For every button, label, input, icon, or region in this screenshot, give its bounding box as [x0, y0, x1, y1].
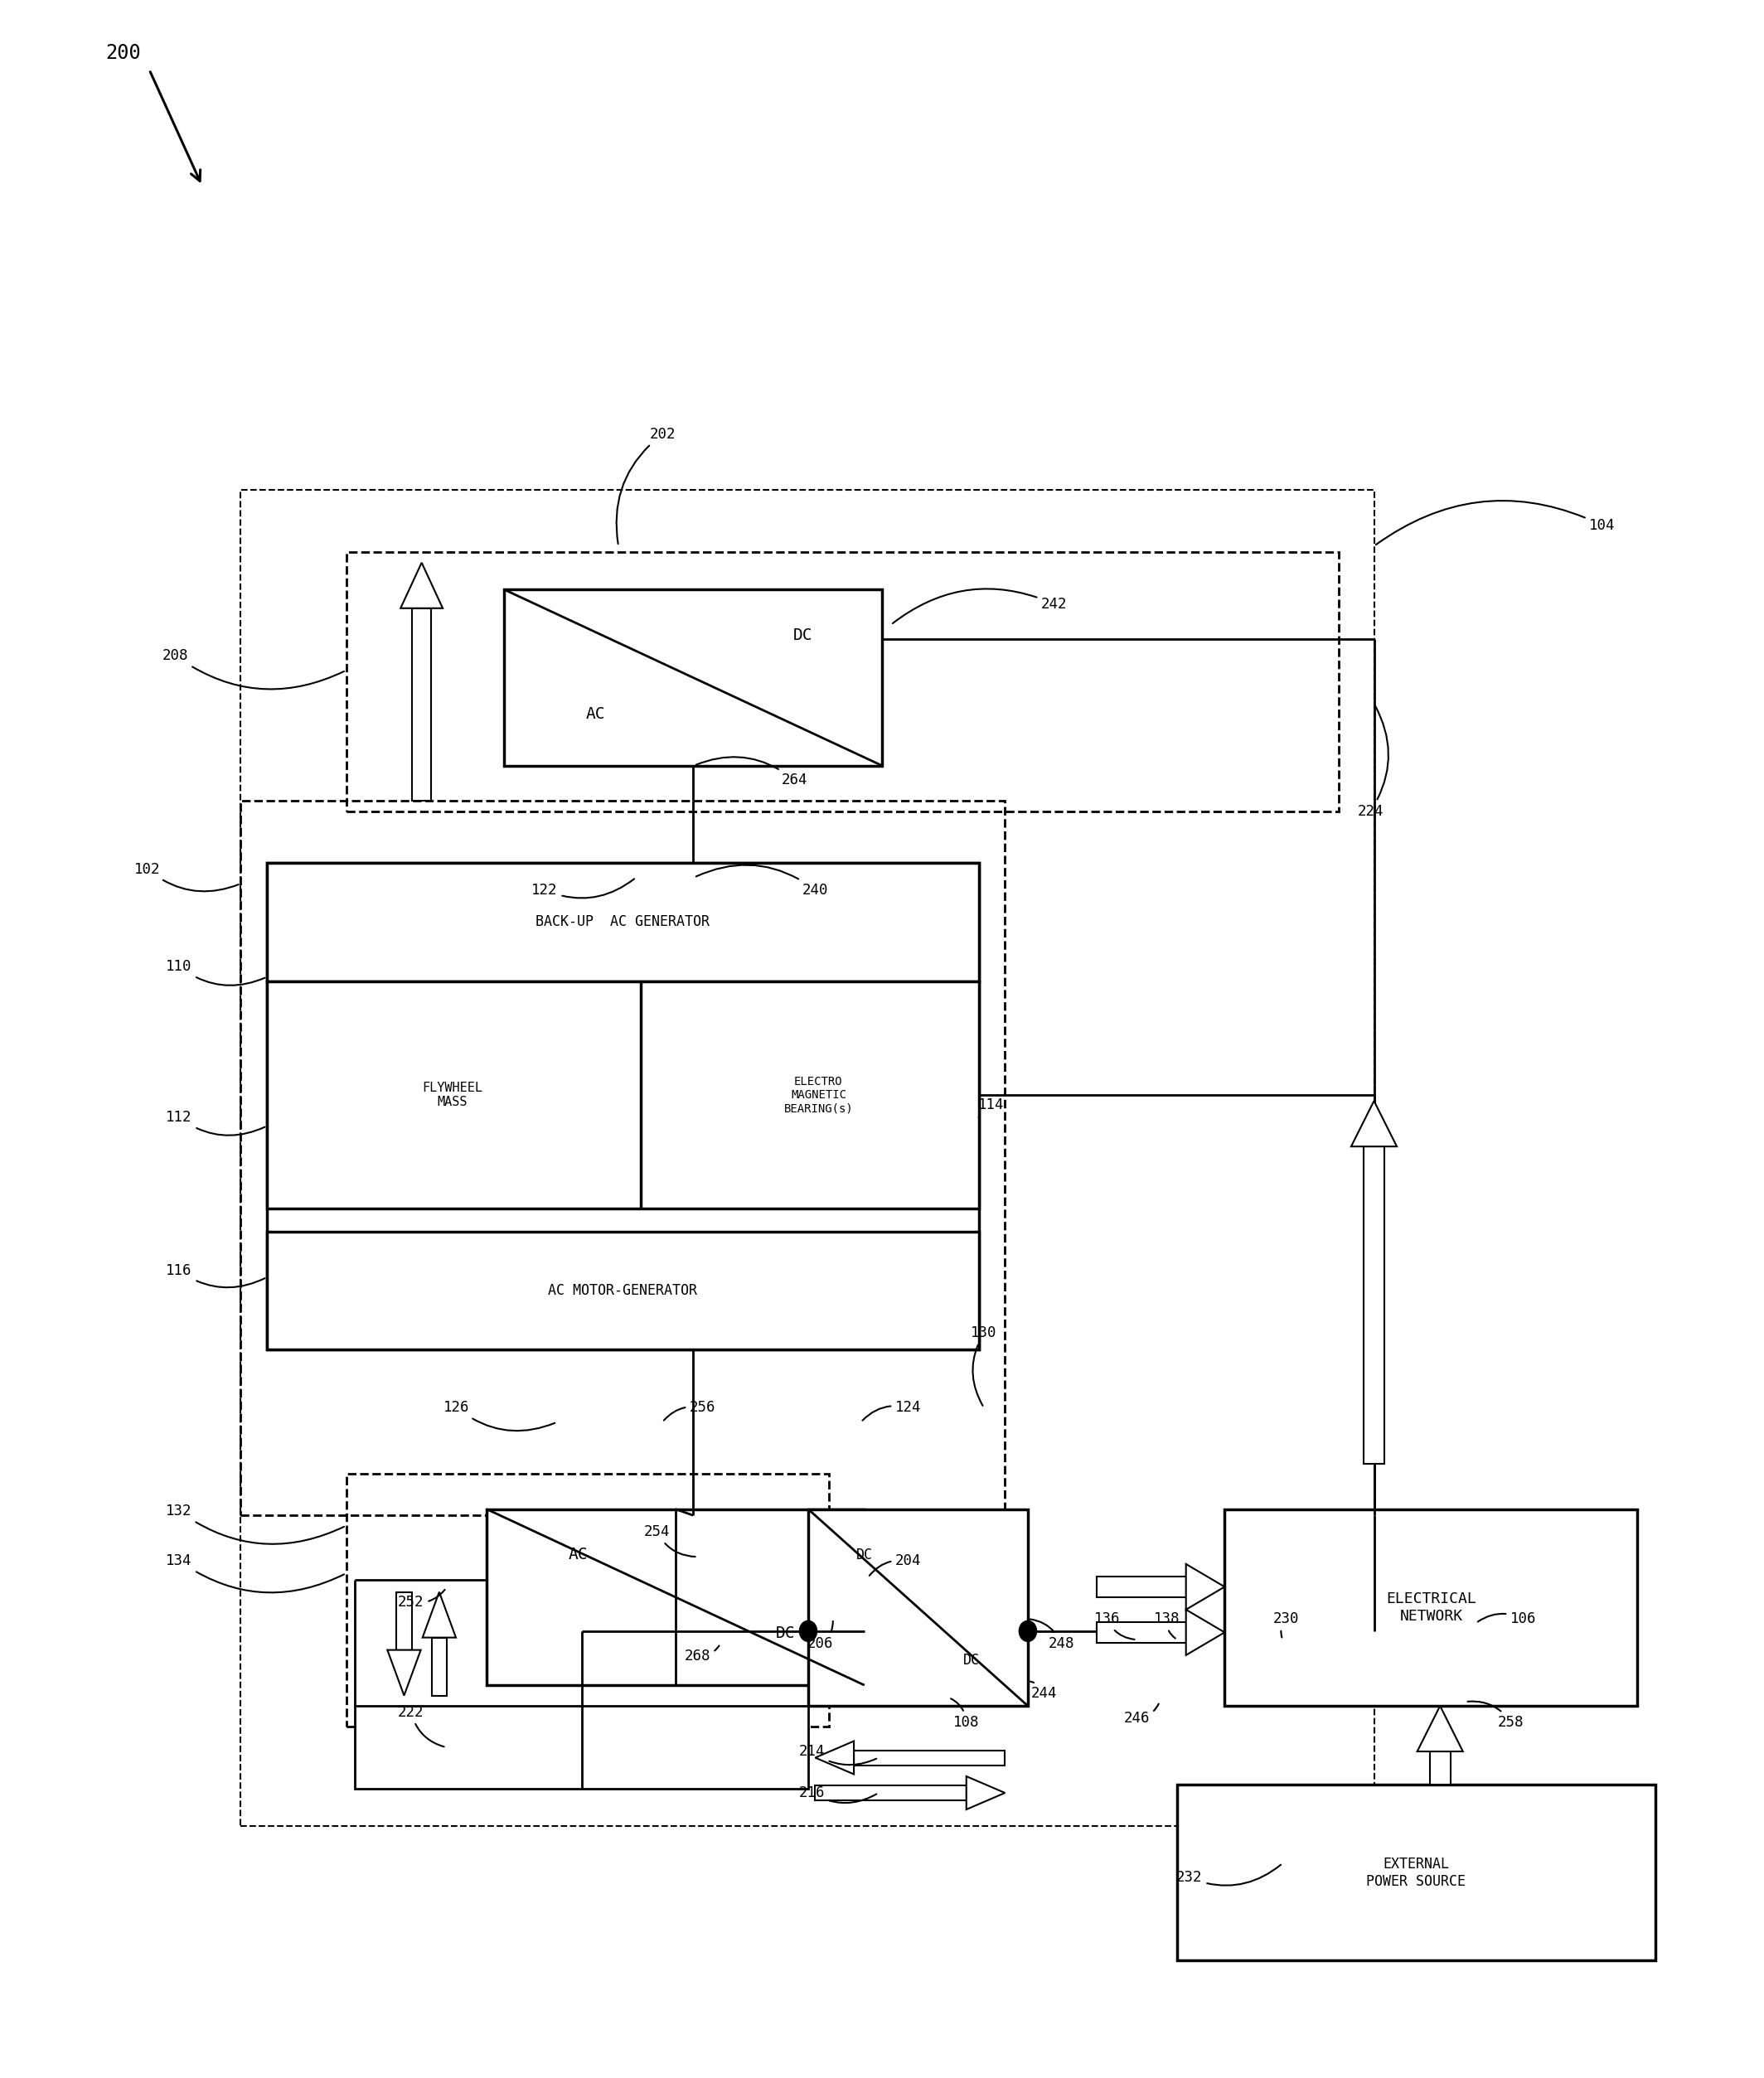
Bar — [355, 1706, 808, 1789]
Polygon shape — [400, 563, 443, 609]
Text: 254: 254 — [644, 1525, 695, 1556]
Text: 258: 258 — [1468, 1702, 1524, 1729]
Text: 216: 216 — [799, 1785, 877, 1804]
Text: DC: DC — [794, 628, 813, 642]
Bar — [854, 1750, 1005, 1764]
Polygon shape — [1185, 1610, 1224, 1656]
Text: DC: DC — [856, 1548, 873, 1563]
Text: 222: 222 — [399, 1704, 445, 1748]
Polygon shape — [815, 1741, 854, 1775]
Circle shape — [799, 1621, 817, 1642]
Text: 230: 230 — [1274, 1610, 1300, 1637]
Polygon shape — [388, 1650, 422, 1696]
Bar — [505, 590, 882, 765]
Text: FLYWHEEL
MASS: FLYWHEEL MASS — [422, 1081, 482, 1108]
Bar — [240, 800, 1005, 1515]
Bar — [266, 862, 979, 981]
Bar — [266, 1232, 979, 1351]
Text: 246: 246 — [1124, 1704, 1159, 1725]
Bar — [266, 862, 979, 1351]
Text: 108: 108 — [951, 1698, 979, 1729]
Text: 232: 232 — [1177, 1864, 1281, 1885]
Text: 244: 244 — [1030, 1681, 1057, 1702]
Text: ELECTRO
MAGNETIC
BEARING(s): ELECTRO MAGNETIC BEARING(s) — [783, 1076, 854, 1114]
Text: 264: 264 — [697, 756, 808, 788]
Bar — [1431, 1752, 1450, 1785]
Text: 200: 200 — [106, 44, 141, 62]
Bar — [1364, 1147, 1385, 1463]
Text: 104: 104 — [1376, 501, 1616, 544]
Text: EXTERNAL
POWER SOURCE: EXTERNAL POWER SOURCE — [1367, 1856, 1466, 1889]
Text: 126: 126 — [445, 1401, 556, 1432]
Text: 224: 224 — [1358, 707, 1388, 819]
Text: 110: 110 — [166, 960, 265, 985]
Text: 252: 252 — [399, 1590, 445, 1610]
Bar — [1224, 1509, 1637, 1706]
Text: 102: 102 — [134, 862, 238, 891]
Text: 106: 106 — [1478, 1610, 1536, 1627]
Bar — [1177, 1785, 1655, 1962]
Text: ELECTRICAL
NETWORK: ELECTRICAL NETWORK — [1387, 1592, 1476, 1623]
Text: DC: DC — [776, 1625, 796, 1642]
Bar — [1097, 1623, 1185, 1642]
Text: 208: 208 — [162, 648, 344, 690]
Text: 256: 256 — [663, 1401, 716, 1421]
Bar — [1097, 1577, 1185, 1598]
Text: 242: 242 — [893, 588, 1067, 623]
Text: 112: 112 — [166, 1110, 265, 1135]
Text: 122: 122 — [531, 879, 635, 898]
Text: BACK-UP  AC GENERATOR: BACK-UP AC GENERATOR — [536, 914, 709, 929]
Bar — [487, 1509, 864, 1685]
Text: 114: 114 — [977, 1097, 1004, 1118]
Polygon shape — [967, 1777, 1005, 1810]
Text: AC: AC — [586, 707, 605, 721]
Bar — [815, 1785, 967, 1800]
Text: 134: 134 — [166, 1554, 344, 1592]
Text: DC: DC — [963, 1652, 979, 1669]
Text: 202: 202 — [616, 426, 676, 544]
Text: 206: 206 — [808, 1621, 834, 1652]
Polygon shape — [423, 1592, 455, 1637]
Bar — [240, 490, 1374, 1827]
Bar — [397, 1592, 411, 1650]
Bar — [346, 553, 1339, 810]
Polygon shape — [1351, 1101, 1397, 1147]
Text: 268: 268 — [684, 1646, 720, 1664]
Bar — [346, 1473, 829, 1727]
Text: 240: 240 — [697, 864, 829, 898]
Text: 248: 248 — [1030, 1619, 1074, 1652]
Text: 136: 136 — [1094, 1610, 1134, 1640]
Bar — [808, 1509, 1028, 1706]
Text: 138: 138 — [1154, 1610, 1180, 1637]
Bar — [413, 609, 430, 800]
Text: 130: 130 — [970, 1326, 997, 1405]
Circle shape — [1020, 1621, 1037, 1642]
Text: AC: AC — [568, 1546, 587, 1563]
Text: AC MOTOR-GENERATOR: AC MOTOR-GENERATOR — [549, 1284, 697, 1299]
Polygon shape — [1416, 1706, 1462, 1752]
Text: 116: 116 — [166, 1263, 265, 1288]
Bar — [266, 981, 979, 1209]
Polygon shape — [1185, 1565, 1224, 1610]
Bar — [432, 1637, 446, 1696]
Text: 124: 124 — [863, 1401, 921, 1421]
Text: 132: 132 — [166, 1504, 344, 1544]
Text: 214: 214 — [799, 1743, 877, 1764]
Text: 204: 204 — [870, 1554, 921, 1575]
